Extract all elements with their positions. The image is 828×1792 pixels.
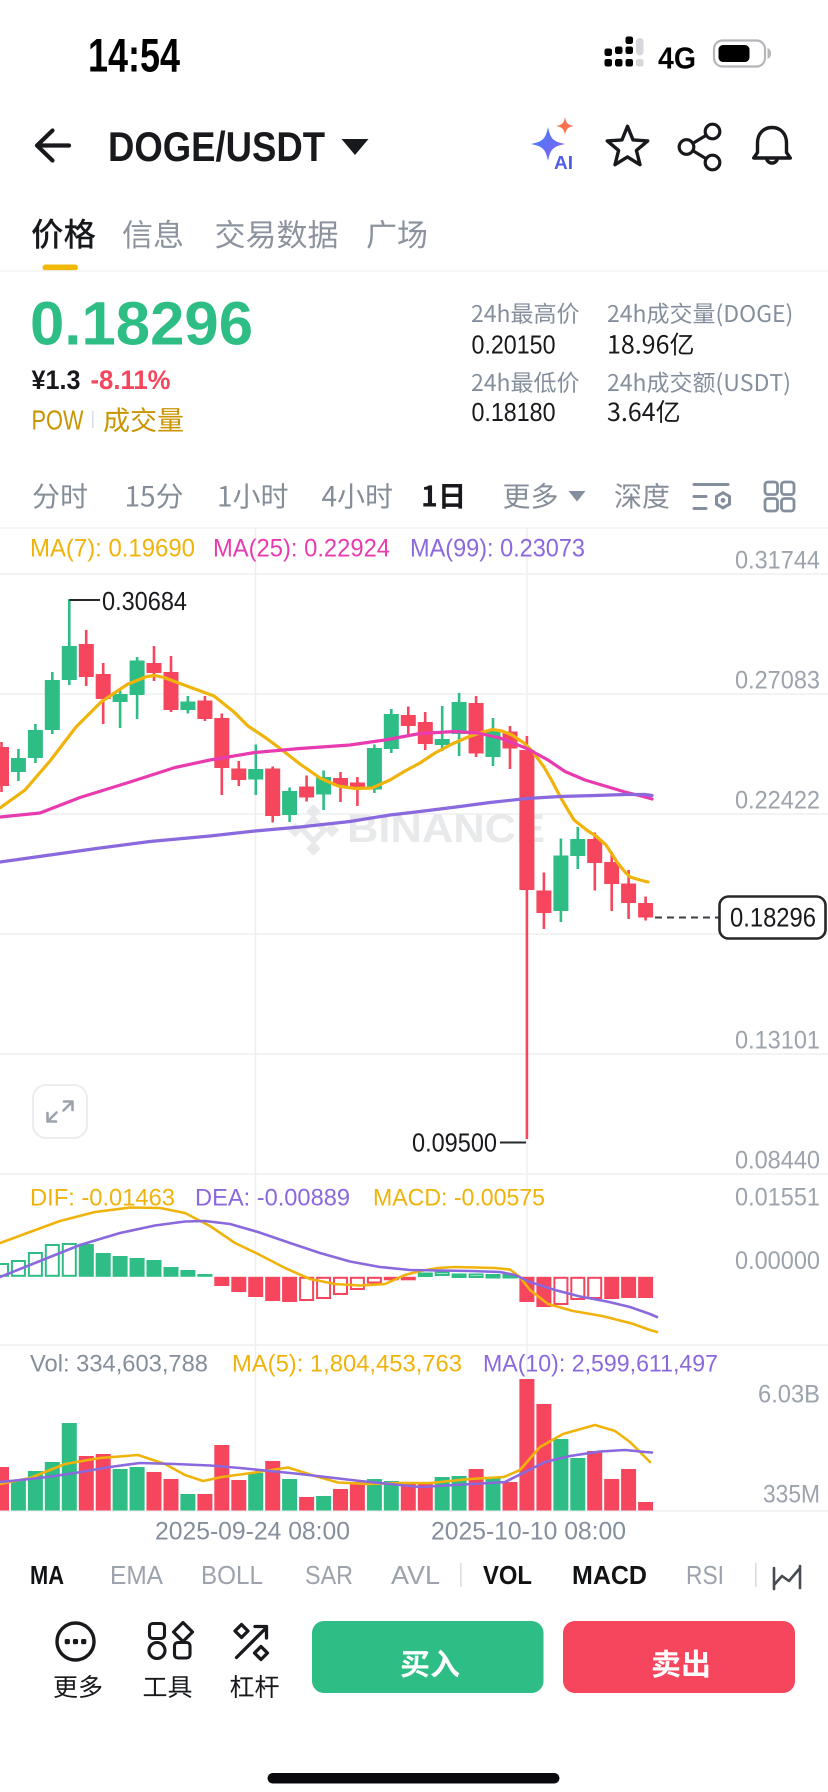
svg-text:MA(5): 1,804,453,763: MA(5): 1,804,453,763	[232, 1351, 462, 1378]
svg-text:14:54: 14:54	[88, 29, 180, 82]
svg-text:DOGE/USDT: DOGE/USDT	[108, 123, 325, 170]
svg-text:POW: POW	[32, 405, 84, 436]
svg-text:0.09500: 0.09500	[412, 1130, 497, 1158]
svg-text:6.03B: 6.03B	[758, 1381, 820, 1409]
svg-text:0.22422: 0.22422	[735, 787, 820, 815]
svg-text:0.13101: 0.13101	[735, 1027, 820, 1055]
svg-text:Vol: 334,603,788: Vol: 334,603,788	[30, 1351, 208, 1378]
svg-text:2025-10-10 08:00: 2025-10-10 08:00	[431, 1518, 626, 1546]
svg-text:MACD: MACD	[572, 1560, 647, 1590]
svg-text:0.00000: 0.00000	[735, 1247, 820, 1275]
svg-text:0.30684: 0.30684	[102, 588, 187, 616]
svg-text:0.20150: 0.20150	[472, 330, 556, 360]
svg-text:MA: MA	[30, 1560, 64, 1590]
svg-text:BOLL: BOLL	[201, 1560, 263, 1590]
svg-text:AVL: AVL	[391, 1560, 440, 1590]
svg-text:0.31744: 0.31744	[735, 547, 820, 575]
svg-text:4G: 4G	[658, 41, 696, 76]
svg-text:MA(10): 2,599,611,497: MA(10): 2,599,611,497	[483, 1351, 718, 1378]
svg-text:335M: 335M	[763, 1481, 820, 1509]
svg-text:VOL: VOL	[483, 1560, 532, 1590]
svg-text:SAR: SAR	[305, 1560, 353, 1590]
svg-text:MA(99): 0.23073: MA(99): 0.23073	[410, 535, 585, 563]
svg-text:DEA: -0.00889: DEA: -0.00889	[195, 1185, 350, 1212]
svg-text:MA(25): 0.22924: MA(25): 0.22924	[213, 535, 390, 563]
svg-text:-8.11%: -8.11%	[91, 365, 171, 395]
svg-text:0.18296: 0.18296	[30, 290, 253, 358]
svg-text:0.18180: 0.18180	[472, 397, 556, 427]
svg-text:¥1.3: ¥1.3	[32, 365, 81, 395]
svg-text:0.27083: 0.27083	[735, 667, 820, 695]
svg-text:2025-09-24 08:00: 2025-09-24 08:00	[155, 1518, 350, 1546]
svg-text:MA(7): 0.19690: MA(7): 0.19690	[30, 535, 195, 563]
svg-text:AI: AI	[554, 153, 573, 173]
svg-text:0.18296: 0.18296	[730, 903, 816, 933]
svg-text:MACD: -0.00575: MACD: -0.00575	[373, 1185, 545, 1212]
svg-text:0.01551: 0.01551	[735, 1184, 820, 1212]
svg-text:BINANCE: BINANCE	[347, 807, 545, 851]
svg-text:RSI: RSI	[686, 1560, 724, 1590]
svg-text:0.08440: 0.08440	[735, 1147, 820, 1175]
svg-text:EMA: EMA	[110, 1560, 164, 1590]
